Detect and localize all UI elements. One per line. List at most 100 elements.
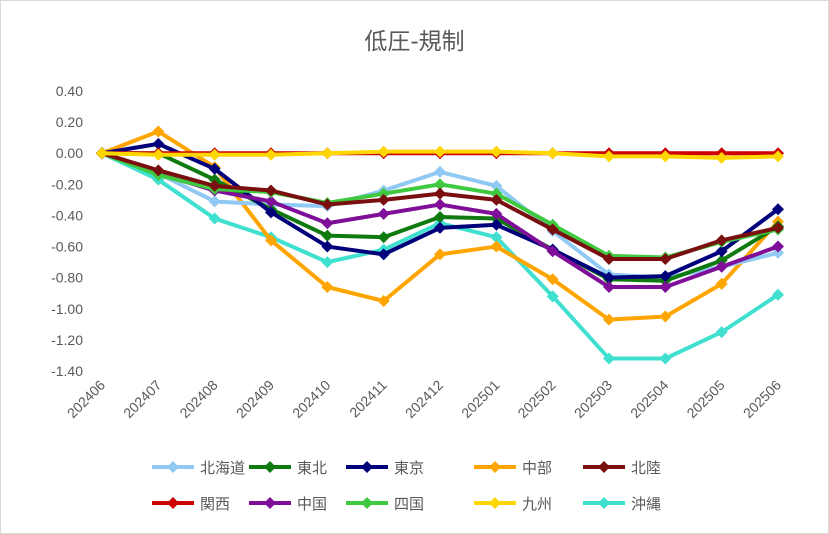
x-axis-ticks: 202406 202407 202408 202409 202410 202411 2024… bbox=[64, 377, 784, 421]
data-point bbox=[772, 288, 784, 301]
data-point bbox=[208, 195, 221, 208]
legend-item: 東京 bbox=[346, 459, 424, 477]
data-point bbox=[490, 179, 503, 192]
data-point bbox=[546, 245, 559, 258]
data-point bbox=[152, 125, 165, 138]
x-tick-label: 202501 bbox=[458, 377, 502, 421]
legend-marker bbox=[489, 461, 501, 473]
x-tick-label: 202407 bbox=[120, 377, 164, 421]
data-point bbox=[772, 240, 784, 253]
legend-item: 関西 bbox=[152, 495, 230, 513]
data-point bbox=[659, 150, 672, 163]
y-tick-label: 0.20 bbox=[56, 114, 83, 130]
y-tick-label: -0.60 bbox=[51, 239, 83, 255]
data-point bbox=[377, 145, 390, 158]
legend-label: 中部 bbox=[522, 459, 552, 477]
series-2 bbox=[96, 137, 784, 284]
data-point bbox=[715, 277, 728, 290]
legend-item: 九州 bbox=[474, 495, 552, 513]
x-tick-label: 202503 bbox=[571, 377, 615, 421]
data-point bbox=[659, 270, 672, 283]
series-4 bbox=[96, 147, 784, 265]
data-point bbox=[715, 245, 728, 258]
data-point bbox=[321, 240, 334, 253]
data-point bbox=[659, 253, 672, 265]
data-point bbox=[659, 352, 672, 365]
data-point bbox=[208, 173, 221, 186]
data-point bbox=[152, 164, 165, 177]
data-point bbox=[434, 248, 446, 261]
data-point bbox=[490, 187, 503, 200]
data-point bbox=[434, 145, 446, 158]
series-layer bbox=[96, 125, 784, 365]
legend-item: 四国 bbox=[346, 495, 424, 513]
legend-marker bbox=[598, 497, 610, 509]
data-point bbox=[659, 281, 672, 293]
y-tick-label: -0.40 bbox=[51, 207, 83, 223]
data-point bbox=[715, 260, 728, 273]
data-point bbox=[321, 256, 334, 269]
legend-item: 沖縄 bbox=[583, 495, 661, 513]
legend-label: 関西 bbox=[200, 495, 230, 513]
legend-marker bbox=[264, 461, 276, 473]
legend-marker bbox=[167, 461, 179, 473]
data-point bbox=[265, 195, 277, 208]
legend-marker bbox=[361, 461, 373, 473]
y-tick-label: -1.00 bbox=[51, 301, 83, 317]
data-point bbox=[434, 211, 446, 223]
series-8 bbox=[96, 145, 784, 164]
data-point bbox=[715, 151, 728, 164]
x-tick-label: 202505 bbox=[683, 377, 727, 421]
data-point bbox=[659, 310, 672, 323]
data-point bbox=[208, 212, 221, 225]
legend-item: 東北 bbox=[249, 459, 327, 477]
chart-title: 低圧-規制 bbox=[364, 29, 465, 55]
legend-label: 北陸 bbox=[631, 459, 661, 477]
data-point bbox=[772, 150, 784, 163]
data-point bbox=[208, 179, 221, 192]
x-tick-label: 202504 bbox=[627, 377, 671, 421]
data-point bbox=[546, 223, 559, 236]
data-point bbox=[321, 281, 334, 293]
legend-label: 北海道 bbox=[200, 459, 245, 477]
data-point bbox=[490, 145, 503, 158]
data-point bbox=[603, 271, 615, 284]
data-point bbox=[772, 221, 784, 234]
data-point bbox=[152, 148, 165, 161]
data-point bbox=[321, 217, 334, 230]
data-point bbox=[265, 206, 277, 219]
y-tick-label: 0.00 bbox=[56, 145, 83, 161]
data-point bbox=[490, 193, 503, 206]
data-point bbox=[377, 231, 390, 244]
data-point bbox=[546, 290, 559, 303]
legend-label: 東北 bbox=[297, 459, 327, 477]
legend-marker bbox=[598, 461, 610, 473]
data-point bbox=[490, 218, 503, 231]
data-point bbox=[377, 193, 390, 206]
data-point bbox=[265, 234, 277, 247]
data-point bbox=[546, 273, 559, 286]
legend-marker bbox=[167, 497, 179, 509]
data-point bbox=[265, 148, 277, 161]
data-point bbox=[377, 207, 390, 220]
y-tick-label: 0.40 bbox=[56, 83, 83, 99]
data-point bbox=[715, 234, 728, 247]
data-point bbox=[603, 150, 615, 163]
x-tick-label: 202411 bbox=[346, 377, 390, 421]
data-point bbox=[434, 187, 446, 200]
legend-label: 東京 bbox=[394, 459, 424, 477]
data-point bbox=[377, 187, 390, 200]
legend-item: 北海道 bbox=[152, 459, 245, 477]
data-point bbox=[96, 147, 108, 160]
x-tick-label: 202408 bbox=[176, 377, 220, 421]
data-point bbox=[377, 295, 390, 307]
data-point bbox=[715, 254, 728, 267]
data-point bbox=[208, 148, 221, 161]
data-point bbox=[772, 203, 784, 216]
data-point bbox=[321, 198, 334, 211]
data-point bbox=[546, 147, 559, 160]
legend-marker bbox=[264, 497, 276, 509]
data-point bbox=[377, 248, 390, 261]
